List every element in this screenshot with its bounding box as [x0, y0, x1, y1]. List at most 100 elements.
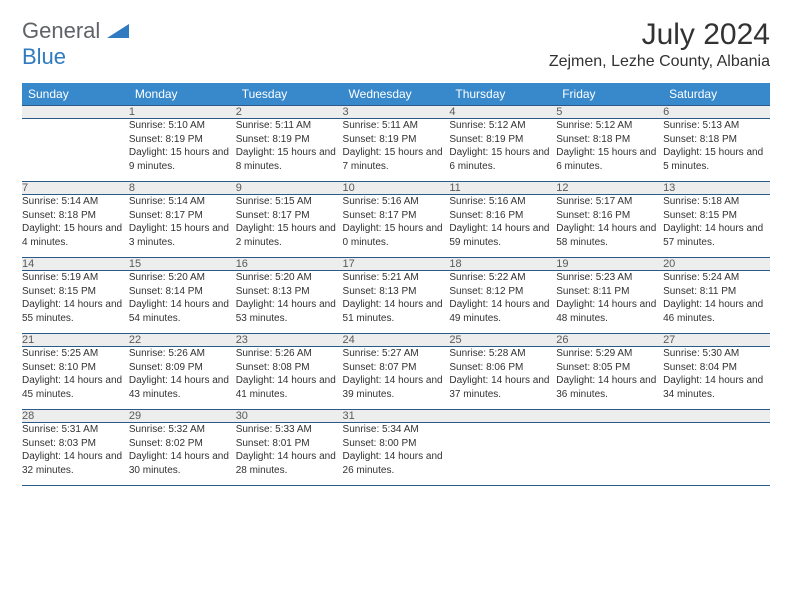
logo: General Blue — [22, 18, 129, 70]
sunrise-value: 5:32 AM — [168, 424, 205, 435]
daylight-label: Daylight: — [22, 299, 64, 310]
sunrise-value: 5:22 AM — [489, 272, 526, 283]
sunset-label: Sunset: — [22, 438, 59, 449]
day-number-row: 123456 — [22, 106, 770, 119]
day-cell: Sunrise: 5:34 AMSunset: 8:00 PMDaylight:… — [343, 423, 450, 486]
day-number-row: 14151617181920 — [22, 258, 770, 271]
sunrise-label: Sunrise: — [236, 348, 275, 359]
sunset-label: Sunset: — [449, 210, 486, 221]
sunrise-label: Sunrise: — [449, 272, 488, 283]
sunset-value: 8:05 PM — [593, 362, 630, 373]
day-cell: Sunrise: 5:14 AMSunset: 8:17 PMDaylight:… — [129, 195, 236, 258]
day-cell: Sunrise: 5:21 AMSunset: 8:13 PMDaylight:… — [343, 271, 450, 334]
day-cell: Sunrise: 5:12 AMSunset: 8:18 PMDaylight:… — [556, 119, 663, 182]
day-cell: Sunrise: 5:29 AMSunset: 8:05 PMDaylight:… — [556, 347, 663, 410]
day-number — [556, 410, 663, 423]
sunset-value: 8:19 PM — [486, 134, 523, 145]
sunrise-label: Sunrise: — [129, 120, 168, 131]
day-number: 27 — [663, 334, 770, 347]
sunrise-value: 5:24 AM — [703, 272, 740, 283]
sunset-label: Sunset: — [343, 210, 380, 221]
sunset-label: Sunset: — [129, 286, 166, 297]
day-number: 1 — [129, 106, 236, 119]
day-number: 5 — [556, 106, 663, 119]
sunrise-value: 5:14 AM — [61, 196, 98, 207]
sunrise-label: Sunrise: — [449, 120, 488, 131]
day-header: Saturday — [663, 83, 770, 106]
sunset-value: 8:19 PM — [379, 134, 416, 145]
daylight-label: Daylight: — [663, 299, 705, 310]
day-cell: Sunrise: 5:24 AMSunset: 8:11 PMDaylight:… — [663, 271, 770, 334]
day-number: 6 — [663, 106, 770, 119]
day-number: 26 — [556, 334, 663, 347]
day-number-row: 28293031 — [22, 410, 770, 423]
daylight-label: Daylight: — [556, 375, 598, 386]
daylight-label: Daylight: — [22, 451, 64, 462]
sunrise-value: 5:25 AM — [61, 348, 98, 359]
sunset-label: Sunset: — [663, 286, 700, 297]
sunrise-label: Sunrise: — [236, 272, 275, 283]
day-cell: Sunrise: 5:23 AMSunset: 8:11 PMDaylight:… — [556, 271, 663, 334]
sunrise-label: Sunrise: — [343, 348, 382, 359]
day-cell: Sunrise: 5:30 AMSunset: 8:04 PMDaylight:… — [663, 347, 770, 410]
sunrise-value: 5:17 AM — [596, 196, 633, 207]
sunrise-label: Sunrise: — [236, 120, 275, 131]
sunrise-value: 5:33 AM — [275, 424, 312, 435]
sunrise-value: 5:21 AM — [382, 272, 419, 283]
day-header-row: Sunday Monday Tuesday Wednesday Thursday… — [22, 83, 770, 106]
day-cell: Sunrise: 5:31 AMSunset: 8:03 PMDaylight:… — [22, 423, 129, 486]
sunrise-label: Sunrise: — [236, 196, 275, 207]
sunset-label: Sunset: — [236, 286, 273, 297]
sunrise-label: Sunrise: — [663, 272, 702, 283]
sunset-value: 8:18 PM — [59, 210, 96, 221]
day-number-row: 78910111213 — [22, 182, 770, 195]
sunrise-label: Sunrise: — [22, 196, 61, 207]
sunrise-label: Sunrise: — [663, 196, 702, 207]
day-cell: Sunrise: 5:32 AMSunset: 8:02 PMDaylight:… — [129, 423, 236, 486]
sunrise-label: Sunrise: — [556, 272, 595, 283]
day-cell: Sunrise: 5:19 AMSunset: 8:15 PMDaylight:… — [22, 271, 129, 334]
sunrise-label: Sunrise: — [343, 424, 382, 435]
day-cell: Sunrise: 5:33 AMSunset: 8:01 PMDaylight:… — [236, 423, 343, 486]
sunset-label: Sunset: — [449, 362, 486, 373]
sunset-value: 8:06 PM — [486, 362, 523, 373]
day-number: 17 — [343, 258, 450, 271]
sunrise-label: Sunrise: — [556, 196, 595, 207]
sunset-value: 8:07 PM — [379, 362, 416, 373]
day-cell — [449, 423, 556, 486]
sunrise-value: 5:26 AM — [275, 348, 312, 359]
day-number: 20 — [663, 258, 770, 271]
day-cell: Sunrise: 5:16 AMSunset: 8:17 PMDaylight:… — [343, 195, 450, 258]
logo-text-1: General — [22, 18, 100, 43]
daylight-label: Daylight: — [663, 223, 705, 234]
daylight-label: Daylight: — [236, 451, 278, 462]
daylight-label: Daylight: — [343, 223, 385, 234]
day-cell: Sunrise: 5:11 AMSunset: 8:19 PMDaylight:… — [343, 119, 450, 182]
sunset-value: 8:15 PM — [59, 286, 96, 297]
sunrise-value: 5:16 AM — [489, 196, 526, 207]
sunrise-label: Sunrise: — [236, 424, 275, 435]
day-cell — [22, 119, 129, 182]
sunrise-label: Sunrise: — [129, 196, 168, 207]
sunset-label: Sunset: — [343, 286, 380, 297]
day-content-row: Sunrise: 5:10 AMSunset: 8:19 PMDaylight:… — [22, 119, 770, 182]
sunrise-label: Sunrise: — [22, 272, 61, 283]
day-cell — [663, 423, 770, 486]
sunrise-value: 5:16 AM — [382, 196, 419, 207]
sunset-value: 8:01 PM — [272, 438, 309, 449]
sunset-label: Sunset: — [129, 134, 166, 145]
sunrise-label: Sunrise: — [129, 348, 168, 359]
daylight-label: Daylight: — [449, 147, 491, 158]
sunrise-value: 5:28 AM — [489, 348, 526, 359]
sunset-label: Sunset: — [236, 134, 273, 145]
sunset-value: 8:13 PM — [379, 286, 416, 297]
sunset-value: 8:16 PM — [486, 210, 523, 221]
header: General Blue July 2024 Zejmen, Lezhe Cou… — [22, 18, 770, 71]
day-cell: Sunrise: 5:28 AMSunset: 8:06 PMDaylight:… — [449, 347, 556, 410]
daylight-label: Daylight: — [129, 147, 171, 158]
sunrise-label: Sunrise: — [22, 348, 61, 359]
logo-text-2: Blue — [22, 44, 66, 69]
day-number: 25 — [449, 334, 556, 347]
sunset-value: 8:02 PM — [166, 438, 203, 449]
month-title: July 2024 — [549, 18, 770, 51]
